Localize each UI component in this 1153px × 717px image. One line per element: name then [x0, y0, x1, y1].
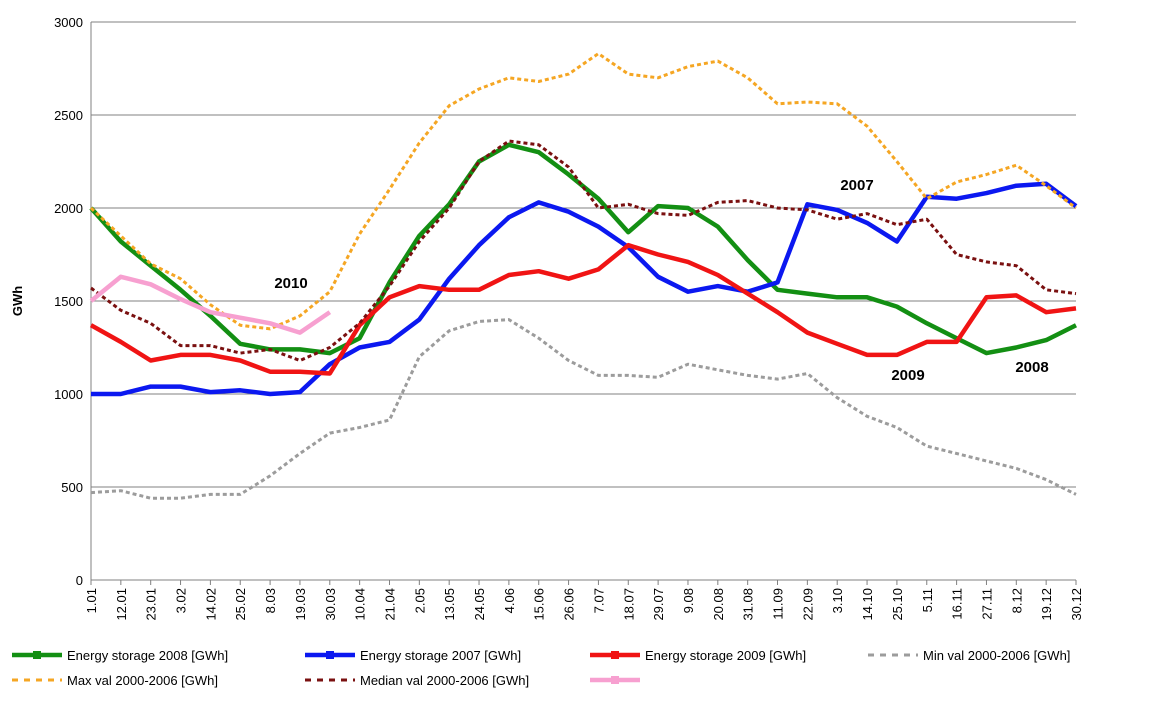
- y-tick-label: 3000: [54, 15, 83, 30]
- legend-marker: [611, 676, 619, 684]
- x-tick-label: 20.08: [711, 588, 726, 621]
- x-tick-label: 19.03: [293, 588, 308, 621]
- x-tick-label: 24.05: [472, 588, 487, 621]
- legend-label: Energy storage 2007 [GWh]: [360, 648, 521, 663]
- series-line: [91, 181, 1078, 397]
- x-tick-label: 3.02: [174, 588, 189, 613]
- x-tick-label: 27.11: [979, 588, 994, 620]
- x-tick-label: 8.03: [263, 588, 278, 613]
- series-line: [89, 142, 1078, 356]
- x-tick-label: 19.12: [1039, 588, 1054, 621]
- y-tick-label: 2500: [54, 108, 83, 123]
- x-tick-label: 30.03: [323, 588, 338, 621]
- x-tick-label: 14.02: [203, 588, 218, 621]
- series-line: [90, 139, 1077, 362]
- y-tick-label: 1500: [54, 294, 83, 309]
- annotation: 2007: [840, 177, 873, 194]
- series-line: [89, 274, 332, 335]
- y-tick-label: 1000: [54, 387, 83, 402]
- y-tick-label: 500: [61, 480, 83, 495]
- x-tick-label: 9.08: [681, 588, 696, 613]
- x-tick-label: 5.11: [920, 588, 935, 612]
- x-tick-label: 2.05: [412, 588, 427, 613]
- x-tick-label: 18.07: [621, 588, 636, 621]
- x-tick-label: 29.07: [651, 588, 666, 621]
- x-tick-label: 21.04: [382, 588, 397, 621]
- y-axis-label: GWh: [10, 286, 25, 316]
- legend-label: Energy storage 2008 [GWh]: [67, 648, 228, 663]
- legend-marker: [33, 651, 41, 659]
- x-tick-label: 25.02: [233, 588, 248, 621]
- x-tick-label: 16.11: [950, 588, 965, 620]
- x-tick-label: 14.10: [860, 588, 875, 621]
- x-tick-label: 8.12: [1009, 588, 1024, 613]
- x-tick-label: 12.01: [114, 588, 129, 621]
- x-tick-label: 3.10: [830, 588, 845, 613]
- x-tick-label: 11.09: [771, 588, 786, 620]
- annotation: 2010: [274, 275, 307, 292]
- x-tick-label: 15.06: [532, 588, 547, 621]
- x-tick-label: 23.01: [144, 588, 159, 621]
- x-tick-label: 22.09: [800, 588, 815, 621]
- x-tick-label: 25.10: [890, 588, 905, 621]
- series-line: [89, 52, 1077, 331]
- x-tick-label: 13.05: [442, 588, 457, 621]
- x-tick-label: 31.08: [741, 588, 756, 621]
- legend-label: Min val 2000-2006 [GWh]: [923, 648, 1070, 663]
- y-tick-label: 0: [76, 573, 83, 588]
- legend-marker: [611, 651, 619, 659]
- series-line: [90, 318, 1077, 500]
- y-tick-label: 2000: [54, 201, 83, 216]
- series-line: [89, 242, 1077, 376]
- legend-label: Energy storage 2009 [GWh]: [645, 648, 806, 663]
- legend-label: Median val 2000-2006 [GWh]: [360, 673, 529, 688]
- x-tick-label: 26.06: [562, 588, 577, 621]
- legend-label: Max val 2000-2006 [GWh]: [67, 673, 218, 688]
- annotation: 2008: [1015, 359, 1048, 376]
- annotation: 2009: [891, 367, 924, 384]
- x-tick-label: 30.12: [1069, 588, 1084, 621]
- x-tick-label: 7.07: [591, 588, 606, 613]
- x-tick-label: 10.04: [353, 588, 368, 621]
- legend-marker: [326, 651, 334, 659]
- x-tick-label: 1.01: [84, 588, 99, 613]
- x-tick-label: 4.06: [502, 588, 517, 613]
